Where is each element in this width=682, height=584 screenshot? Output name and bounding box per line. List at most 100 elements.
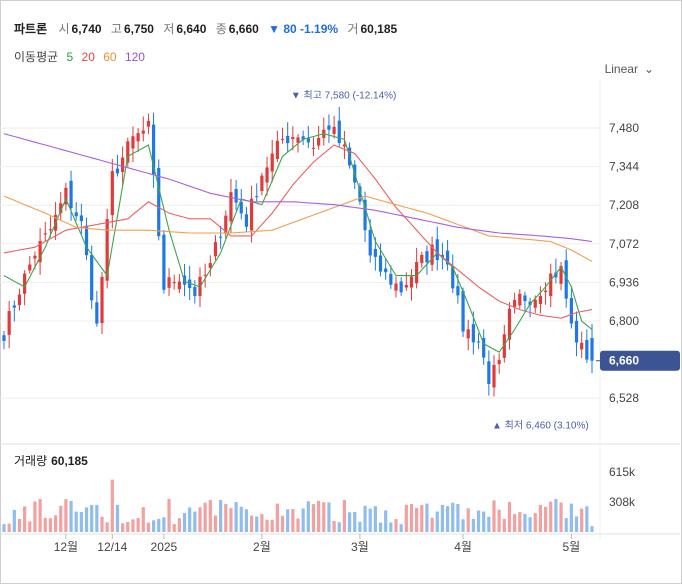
candle-body	[461, 290, 465, 332]
price-tick-label: 6,800	[609, 314, 639, 328]
volume-bar	[368, 508, 372, 532]
candle-body	[219, 236, 223, 238]
candle-body	[513, 299, 517, 307]
candle-body	[275, 140, 279, 159]
x-tick-label: 5월	[563, 540, 581, 554]
volume-bar	[554, 498, 558, 532]
ma20-legend: 20	[81, 50, 95, 64]
volume-bar	[208, 499, 212, 532]
candle-body	[533, 299, 537, 308]
candle-body	[291, 137, 295, 140]
price-header: 파트론 시 6,740 고 6,750 저 6,640 종 6,660 ▼ 80 -1.…	[14, 20, 403, 37]
volume-bar	[126, 522, 130, 532]
volume-bar	[425, 503, 429, 532]
candle-body	[420, 254, 424, 264]
volume-bar	[353, 511, 357, 532]
candle-body	[110, 171, 114, 216]
volume-bar	[84, 507, 89, 532]
volume-bar	[523, 513, 527, 532]
candle-body	[131, 136, 135, 149]
scale-dropdown[interactable]: Linear ⌄	[605, 62, 654, 76]
candle-body	[239, 201, 243, 214]
volume-bar	[270, 519, 274, 532]
volume-bar	[482, 511, 486, 532]
volume-bar	[265, 519, 269, 532]
candle-body	[208, 263, 212, 268]
ma120-legend: 120	[124, 50, 145, 64]
candle-body	[260, 175, 264, 192]
volume-bar	[476, 510, 481, 532]
volume-bar	[543, 506, 548, 532]
candle-body	[549, 273, 553, 297]
candle-body	[265, 167, 269, 183]
candle-body	[79, 215, 83, 222]
candle-body	[425, 251, 429, 263]
candle-body	[471, 324, 475, 343]
candle-body	[327, 125, 331, 130]
candle-body	[518, 293, 522, 306]
low-annotation: ▲ 최저 6,460 (3.10%)	[492, 420, 589, 432]
candle-body	[394, 283, 398, 291]
volume-bar	[394, 519, 398, 532]
candle-body	[311, 147, 316, 149]
candle-body	[167, 277, 171, 288]
volume-bar	[234, 502, 238, 532]
volume-short-label: 거	[347, 22, 359, 36]
candle-body	[296, 137, 300, 143]
volume-bar	[337, 522, 341, 532]
volume-bar	[291, 509, 295, 532]
candle-body	[95, 302, 99, 324]
candle-body	[33, 255, 37, 259]
candle-body	[64, 187, 68, 205]
candle-body	[451, 267, 455, 289]
candle-body	[213, 242, 218, 257]
volume-bar	[105, 522, 109, 532]
candle-body	[502, 334, 506, 358]
candle-body	[249, 198, 254, 231]
volume-bar	[28, 521, 32, 532]
volume-bar	[440, 504, 445, 532]
ma-legend[interactable]: 이동평균 5 20 60 120	[14, 48, 150, 65]
volume-bar	[487, 516, 491, 532]
volume-bar	[471, 518, 475, 532]
volume-bar	[585, 506, 589, 532]
volume-bar	[100, 516, 104, 532]
volume-bar	[90, 504, 94, 532]
change-value: ▼ 80 -1.19%	[268, 22, 339, 36]
volume-bar	[43, 517, 47, 532]
candle-body	[317, 137, 321, 146]
close-label: 종	[215, 22, 227, 36]
volume-bar	[193, 511, 197, 532]
volume-bar	[59, 505, 63, 532]
candle-body	[48, 229, 53, 231]
volume-bar	[409, 503, 414, 532]
last-price-label: 6,660	[609, 354, 639, 368]
ma60-legend: 60	[103, 50, 117, 64]
candle-body	[497, 359, 501, 365]
candle-body	[157, 168, 161, 237]
candle-body	[38, 240, 42, 263]
candle-body	[115, 168, 120, 174]
candle-body	[306, 137, 310, 143]
close-value: 6,660	[228, 22, 259, 36]
low-value: 6,640	[176, 22, 207, 36]
volume-bar	[456, 504, 460, 532]
candle-body	[378, 255, 383, 272]
candle-body	[559, 265, 563, 284]
volume-bar	[239, 506, 243, 532]
volume-label: 거래량 60,185	[14, 452, 88, 469]
volume-bar	[74, 511, 78, 532]
volume-bar	[466, 508, 470, 532]
candle-body	[203, 274, 207, 276]
volume-bar	[507, 502, 512, 532]
chevron-down-icon: ⌄	[643, 62, 654, 76]
volume-bar	[64, 499, 68, 532]
volume-bar	[198, 507, 202, 532]
candle-body	[440, 254, 445, 258]
high-label: 고	[110, 22, 122, 36]
volume-bar	[260, 514, 264, 532]
candle-body	[28, 264, 32, 271]
candle-body	[574, 321, 579, 343]
volume-bar	[224, 503, 228, 532]
